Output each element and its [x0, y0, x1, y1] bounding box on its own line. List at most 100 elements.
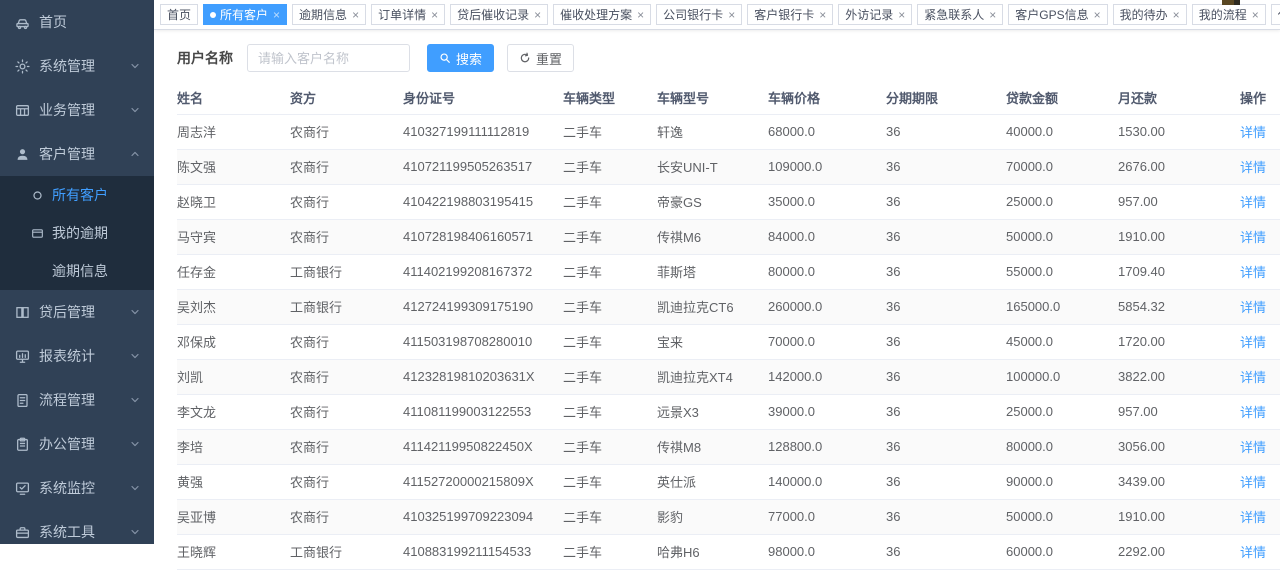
sidebar-subitem[interactable]: 我的逾期	[0, 214, 154, 252]
table-cell: 工商银行	[290, 289, 403, 325]
table-cell: 农商行	[290, 394, 403, 430]
chevron-down-icon	[130, 105, 140, 115]
sidebar-item[interactable]: 客户管理	[0, 132, 154, 176]
sidebar-item[interactable]: 贷后管理	[0, 290, 154, 334]
close-icon[interactable]: ×	[1172, 7, 1180, 22]
sidebar-item[interactable]: 报表统计	[0, 334, 154, 378]
tab-label: 逾期信息	[299, 8, 348, 22]
close-icon[interactable]: ×	[352, 7, 360, 22]
close-icon[interactable]: ×	[273, 7, 281, 22]
tab[interactable]: 首页	[160, 4, 199, 25]
table-cell: 详情	[1240, 324, 1280, 360]
tab-label: 贷后催收记录	[457, 8, 530, 22]
tab[interactable]: 订单详情 ×	[371, 4, 446, 25]
table-cell: 影豹	[657, 499, 768, 535]
table-cell: 王晓辉	[177, 534, 290, 570]
tab-label: 订单详情	[378, 8, 427, 22]
table-cell: 二手车	[563, 534, 657, 570]
table-cell: 任存金	[177, 254, 290, 290]
tab[interactable]: 逾期信息 ×	[292, 4, 367, 25]
tab[interactable]: 客户银行卡 ×	[747, 4, 834, 25]
sidebar-item[interactable]: 办公管理	[0, 422, 154, 466]
detail-link[interactable]: 详情	[1240, 125, 1267, 140]
sidebar-item[interactable]: 系统管理	[0, 44, 154, 88]
close-icon[interactable]: ×	[898, 7, 906, 22]
table-cell: 39000.0	[768, 394, 886, 430]
detail-link[interactable]: 详情	[1240, 475, 1267, 490]
tab[interactable]: 公司银行卡 ×	[656, 4, 743, 25]
table-cell: 远景X3	[657, 394, 768, 430]
table-cell: 36	[886, 464, 1006, 500]
table-cell: 详情	[1240, 114, 1280, 150]
table-cell: 农商行	[290, 359, 403, 395]
column-header: 分期期限	[886, 82, 1006, 115]
tab[interactable]: 紧急联系人 ×	[917, 4, 1004, 25]
close-icon[interactable]: ×	[637, 7, 645, 22]
table-cell: 菲斯塔	[657, 254, 768, 290]
table-cell: 60000.0	[1006, 534, 1118, 570]
search-form: 用户名称 搜索 重置	[177, 43, 1280, 73]
sidebar-item[interactable]: 系统工具	[0, 510, 154, 554]
table-cell: 长安UNI-T	[657, 149, 768, 185]
sidebar-item-label: 办公管理	[39, 436, 95, 452]
close-icon[interactable]: ×	[431, 7, 439, 22]
tab[interactable]: 所有客户 ×	[203, 4, 288, 25]
table-cell: 165000.0	[1006, 289, 1118, 325]
tab[interactable]: 外访记录 ×	[838, 4, 913, 25]
table-cell: 黄强	[177, 464, 290, 500]
table-cell: 二手车	[563, 184, 657, 220]
reset-button[interactable]: 重置	[507, 44, 575, 72]
tab[interactable]: 我的待办 ×	[1112, 4, 1187, 25]
cutoff-image-fragment	[1222, 0, 1240, 5]
sidebar-subitem[interactable]: 所有客户	[0, 176, 154, 214]
tab[interactable]: 催收处理方案 ×	[553, 4, 652, 25]
detail-link[interactable]: 详情	[1240, 545, 1267, 560]
table-cell: 25000.0	[1006, 184, 1118, 220]
table-cell: 260000.0	[768, 289, 886, 325]
table-cell: 109000.0	[768, 149, 886, 185]
detail-link[interactable]: 详情	[1240, 195, 1267, 210]
tab[interactable]: 贷后催收记录 ×	[450, 4, 549, 25]
sidebar-item-label: 贷后管理	[39, 304, 95, 320]
detail-link[interactable]: 详情	[1240, 405, 1267, 420]
tab[interactable]: 我的流程 ×	[1191, 4, 1266, 25]
search-input[interactable]	[247, 44, 410, 72]
tab[interactable]: 客户GPS信息 ×	[1008, 4, 1108, 25]
detail-link[interactable]: 详情	[1240, 160, 1267, 175]
detail-link[interactable]: 详情	[1240, 510, 1267, 525]
tabs-bar: 首页 所有客户 × 逾期信息 × 订单详情 × 贷后催收记录 × 催收处理方案 × 公司银行卡 × 客户银…	[154, 0, 1280, 30]
sidebar: 首页 系统管理 业务管理 客户管理 所有客户 我的逾期 逾期信息贷后管理报表统计 流程管理办公…	[0, 0, 154, 544]
detail-link[interactable]: 详情	[1240, 300, 1267, 315]
detail-link[interactable]: 详情	[1240, 370, 1267, 385]
column-header: 身份证号	[403, 82, 563, 115]
tab-label: 公司银行卡	[663, 8, 724, 22]
table-cell: 36	[886, 149, 1006, 185]
detail-link[interactable]: 详情	[1240, 265, 1267, 280]
sidebar-subitem[interactable]: 逾期信息	[0, 252, 154, 290]
tab[interactable]: 代签任务×	[1270, 4, 1280, 25]
close-icon[interactable]: ×	[728, 7, 736, 22]
close-icon[interactable]: ×	[819, 7, 827, 22]
table-cell: 传祺M8	[657, 429, 768, 465]
table-cell: 农商行	[290, 324, 403, 360]
table-cell: 410422198803195415	[403, 184, 563, 220]
sidebar-item[interactable]: 系统监控	[0, 466, 154, 510]
table-cell: 36	[886, 359, 1006, 395]
close-icon[interactable]: ×	[1251, 7, 1259, 22]
close-icon[interactable]: ×	[534, 7, 542, 22]
table-cell: 2676.00	[1118, 149, 1240, 185]
detail-link[interactable]: 详情	[1240, 335, 1267, 350]
sidebar-item[interactable]: 业务管理	[0, 88, 154, 132]
sidebar-item[interactable]: 首页	[0, 0, 154, 44]
table-cell: 农商行	[290, 429, 403, 465]
table-cell: 36	[886, 254, 1006, 290]
detail-link[interactable]: 详情	[1240, 230, 1267, 245]
close-icon[interactable]: ×	[989, 7, 997, 22]
table-cell: 410721199505263517	[403, 149, 563, 185]
close-icon[interactable]: ×	[1093, 7, 1101, 22]
sidebar-item[interactable]: 流程管理	[0, 378, 154, 422]
tab-label: 首页	[167, 8, 192, 22]
column-header: 资方	[290, 82, 403, 115]
detail-link[interactable]: 详情	[1240, 440, 1267, 455]
search-button[interactable]: 搜索	[427, 44, 495, 72]
